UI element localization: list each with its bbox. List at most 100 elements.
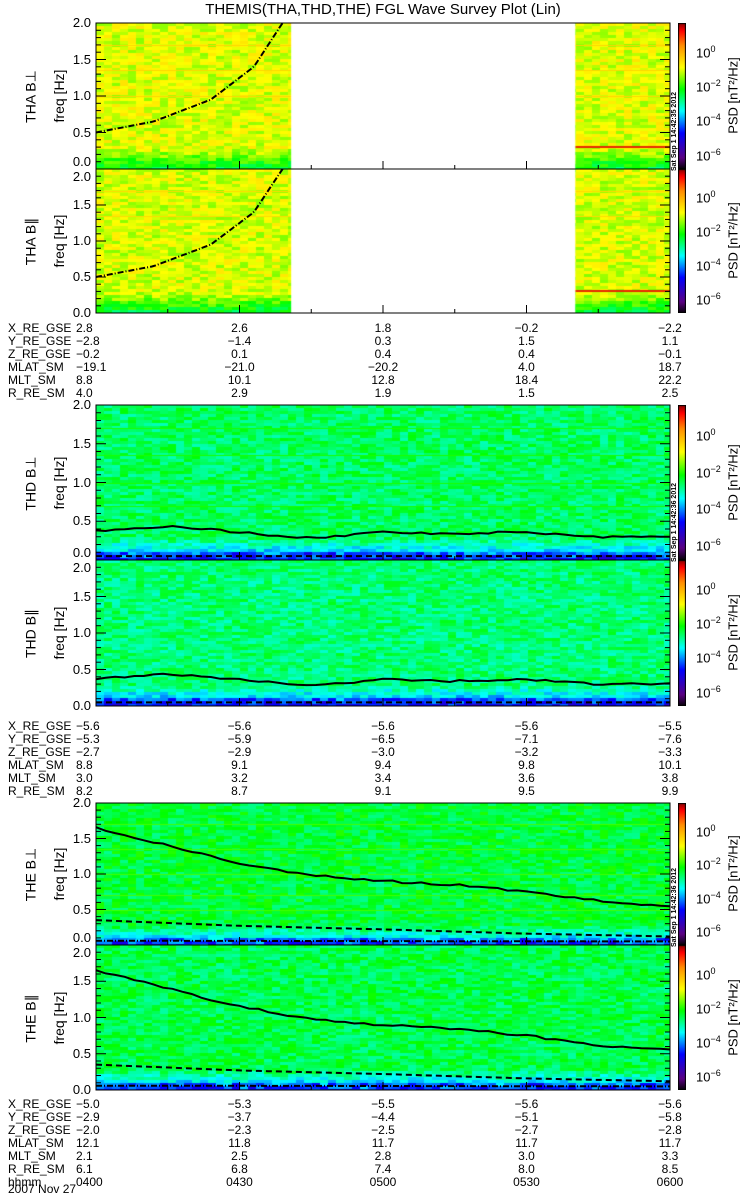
x-tick-label: 0430 (226, 1175, 253, 1189)
ephemeris-label: X_RE_GSE (8, 1097, 72, 1111)
ephemeris-label: X_RE_GSE (8, 321, 72, 335)
date-label: 2007 Nov 27 (8, 1182, 77, 1196)
y-tick-label: 1.5 (72, 197, 91, 212)
colorbar-tick-label: 10−6 (696, 923, 721, 940)
colorbar-tick-label: 10−6 (696, 146, 721, 164)
colorbar-tick-label: 10−4 (696, 112, 721, 129)
colorbar-tick-label: 100 (696, 43, 716, 61)
ephemeris-label: Y_RE_GSE (8, 732, 72, 746)
ephemeris-label: Z_RE_GSE (8, 347, 71, 361)
y-tick-label: 0.0 (72, 930, 91, 945)
ephemeris-value: 11.8 (228, 1136, 251, 1150)
colorbar-tick-label: 100 (696, 427, 716, 444)
ephemeris-label: MLAT_SM (8, 758, 64, 772)
ephemeris-label: Y_RE_GSE (8, 1110, 72, 1124)
ephemeris-value: −5.3 (227, 1097, 252, 1111)
panel-name: THD B∥ (22, 609, 39, 658)
ephemeris-value: 9.5 (518, 784, 535, 798)
ephemeris-value: 22.2 (658, 373, 682, 387)
colorbar-tick-label: 10−4 (696, 889, 721, 907)
ephemeris-value: −2.8 (76, 334, 100, 348)
panel-name: THD B⊥ (22, 455, 39, 511)
colorbar-tick-label: 100 (696, 189, 716, 206)
ephemeris-value: 8.8 (76, 373, 93, 387)
colorbar (678, 803, 686, 945)
ephemeris-value: 2.9 (231, 386, 248, 400)
colorbar-label: PSD [nT²/Hz] (725, 835, 741, 912)
colorbar-label: PSD [nT²/Hz] (725, 594, 741, 671)
x-tick-label: 0400 (76, 1175, 103, 1189)
ephemeris-value: −0.2 (514, 321, 539, 335)
colorbar-tick-label: 10−6 (696, 1067, 721, 1085)
ephemeris-value: −7.6 (658, 732, 682, 746)
y-tick-label: 1.5 (72, 830, 91, 846)
ephemeris-value: 12.8 (371, 373, 395, 387)
y-tick-label: 1.5 (72, 588, 91, 604)
ephemeris-value: 0.1 (231, 347, 248, 361)
ephemeris-value: −5.5 (371, 1097, 395, 1111)
ephemeris-value: −2.5 (371, 1123, 395, 1137)
ephemeris-value: −7.1 (514, 732, 539, 746)
ephemeris-value: 1.9 (374, 386, 392, 400)
y-tick-label: 1.0 (72, 1009, 91, 1025)
ephemeris-label: Z_RE_GSE (8, 1123, 71, 1137)
colorbar-tick-label: 100 (696, 580, 716, 598)
panel-name: THA B⊥ (22, 70, 39, 123)
colorbar-tick-label: 10−4 (696, 649, 721, 666)
y-tick-label: 0.5 (72, 513, 91, 529)
ephemeris-value: −5.1 (514, 1110, 539, 1124)
colorbar-tick-label: 10−6 (696, 683, 721, 701)
ephemeris-value: 12.1 (76, 1136, 100, 1150)
ephemeris-value: 3.0 (76, 771, 93, 785)
colorbar-tick-label: 10−2 (696, 856, 721, 873)
ephemeris-value: −5.6 (658, 1097, 682, 1111)
y-tick-label: 2.0 (72, 397, 91, 412)
ephemeris-value: 9.1 (231, 758, 248, 772)
y-axis-label: freq [Hz] (51, 606, 67, 660)
panel-name: THE B∥ (22, 993, 39, 1043)
ephemeris-value: 6.1 (76, 1162, 93, 1176)
panel-name: THA B∥ (22, 217, 39, 266)
spectrogram (96, 945, 670, 1090)
ephemeris-value: 3.3 (661, 1149, 679, 1163)
colorbar-tick-label: 10−2 (696, 615, 721, 632)
timestamp: Sat Sep 1 14:42:35 2012 (671, 92, 678, 171)
ephemeris-value: −4.4 (371, 1110, 395, 1124)
ephemeris-value: −2.8 (658, 1123, 682, 1137)
colorbar (678, 23, 686, 169)
y-tick-label: 0.0 (72, 154, 91, 169)
y-tick-label: 0.5 (72, 124, 91, 140)
ephemeris-value: 8.2 (76, 784, 93, 798)
ephemeris-value: 9.8 (518, 758, 535, 772)
ephemeris-value: −3.2 (514, 745, 539, 759)
colorbar-label: PSD [nT²/Hz] (725, 978, 741, 1056)
x-tick-label: 0600 (656, 1175, 684, 1189)
y-tick-label: 1.5 (72, 435, 91, 451)
ephemeris-value: −3.3 (658, 745, 682, 759)
spectrogram (96, 23, 670, 169)
ephemeris-value: 9.4 (374, 758, 392, 772)
spectrogram (96, 169, 670, 313)
ephemeris-label: hhmm (8, 1175, 42, 1189)
ephemeris-value: −3.7 (227, 1110, 252, 1124)
ephemeris-label: MLAT_SM (8, 1136, 64, 1150)
spectrogram (96, 405, 670, 560)
ephemeris-value: −5.6 (514, 719, 539, 733)
ephemeris-value: −5.6 (514, 1097, 539, 1111)
y-tick-label: 0.0 (72, 1082, 91, 1097)
ephemeris-value: 2.5 (661, 386, 679, 400)
colorbar-tick-label: 10−4 (696, 257, 721, 274)
spectrogram (96, 560, 670, 706)
x-tick-label: 0500 (369, 1175, 397, 1189)
ephemeris-value: 11.7 (371, 1136, 395, 1150)
ephemeris-value: −5.9 (227, 732, 252, 746)
colorbar-tick-label: 10−4 (696, 500, 721, 517)
y-tick-label: 1.0 (72, 88, 91, 103)
ephemeris-value: 3.4 (374, 771, 392, 785)
panel-name: THE B⊥ (22, 847, 39, 902)
ephemeris-value: −6.5 (371, 732, 395, 746)
y-axis-label: freq [Hz] (51, 456, 67, 509)
ephemeris-value: 3.2 (231, 771, 248, 785)
ephemeris-value: −0.2 (76, 347, 100, 361)
